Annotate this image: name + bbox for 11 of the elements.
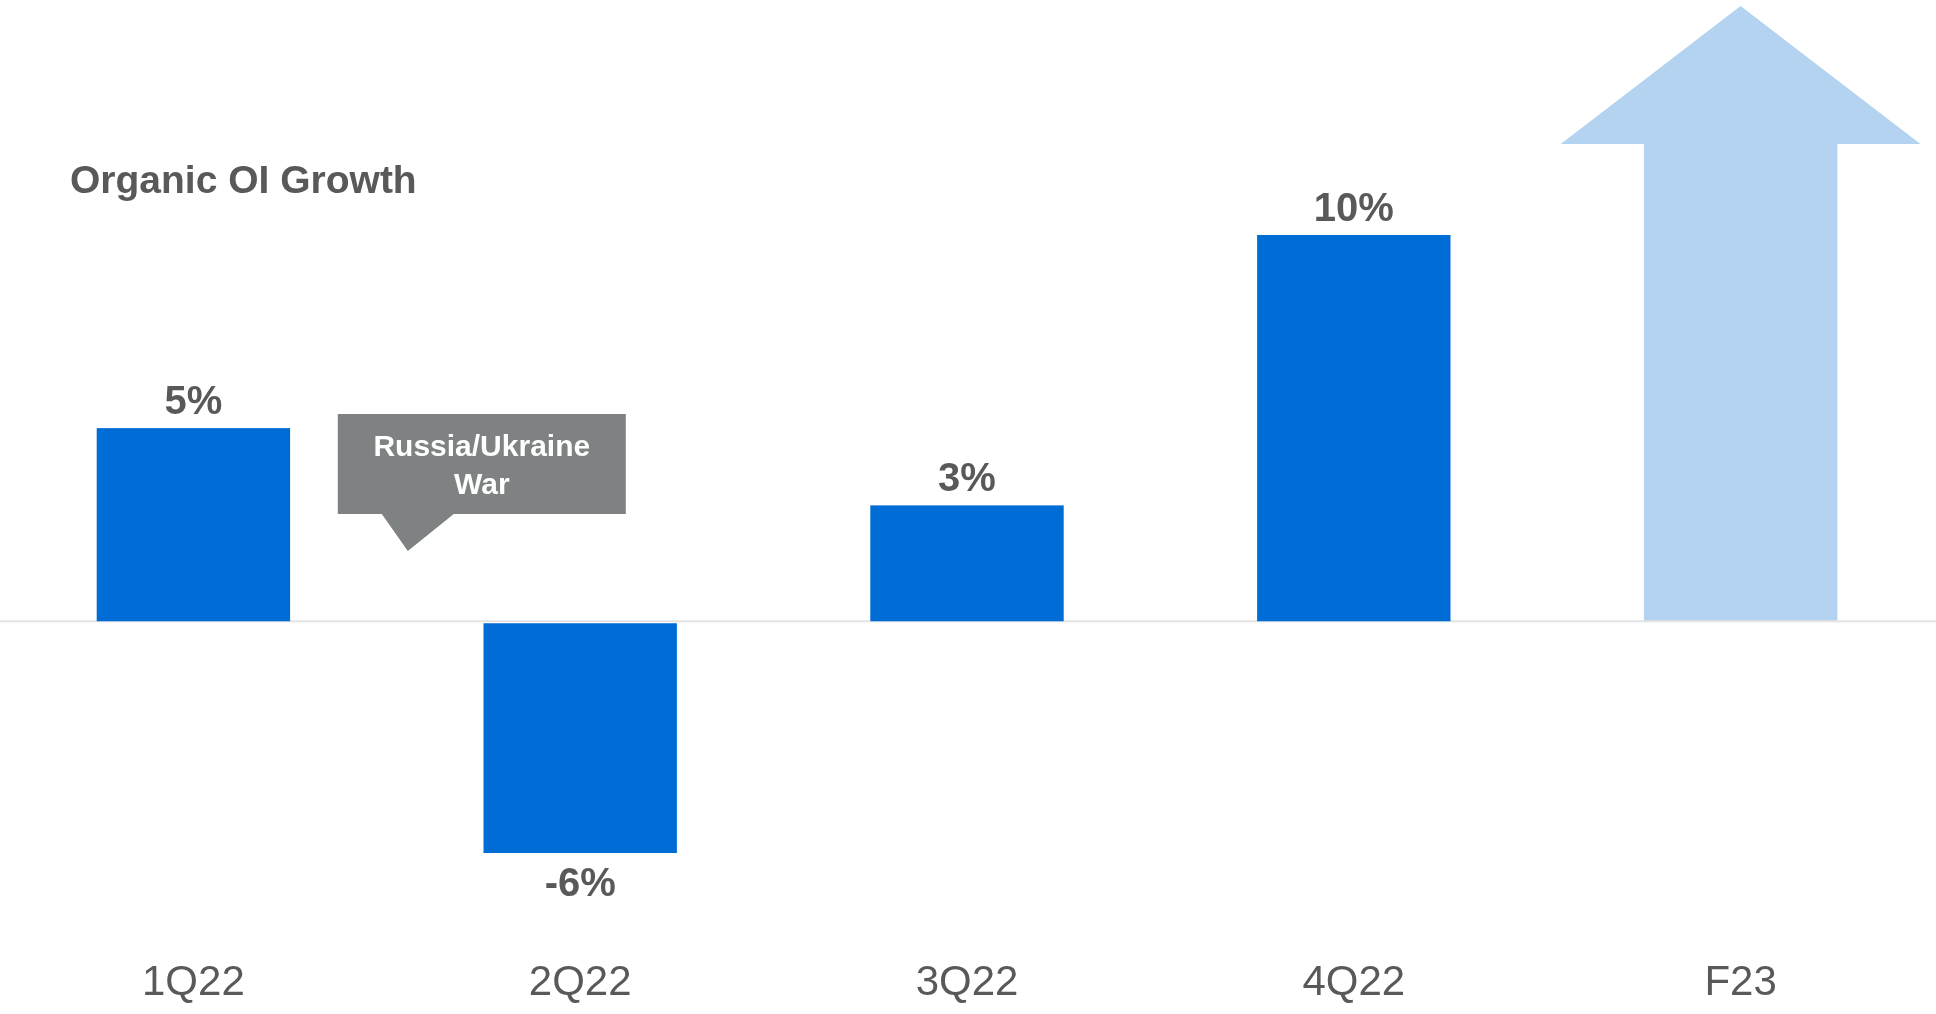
data-label: -6% xyxy=(544,859,616,904)
x-tick-label: 1Q22 xyxy=(142,957,245,1004)
data-label: 5% xyxy=(164,378,223,423)
data-label: 3% xyxy=(938,455,996,500)
annotation: Russia/Ukraine War xyxy=(373,428,591,500)
x-tick-label: 4Q22 xyxy=(1302,957,1406,1004)
x-tick-label: 2Q22 xyxy=(528,957,632,1004)
x-tick-label: F23 xyxy=(1704,957,1777,1004)
chart-title: Organic OI Growth xyxy=(70,158,417,201)
x-tick-label: 3Q22 xyxy=(915,957,1019,1004)
data-label: 10% xyxy=(1313,185,1394,229)
